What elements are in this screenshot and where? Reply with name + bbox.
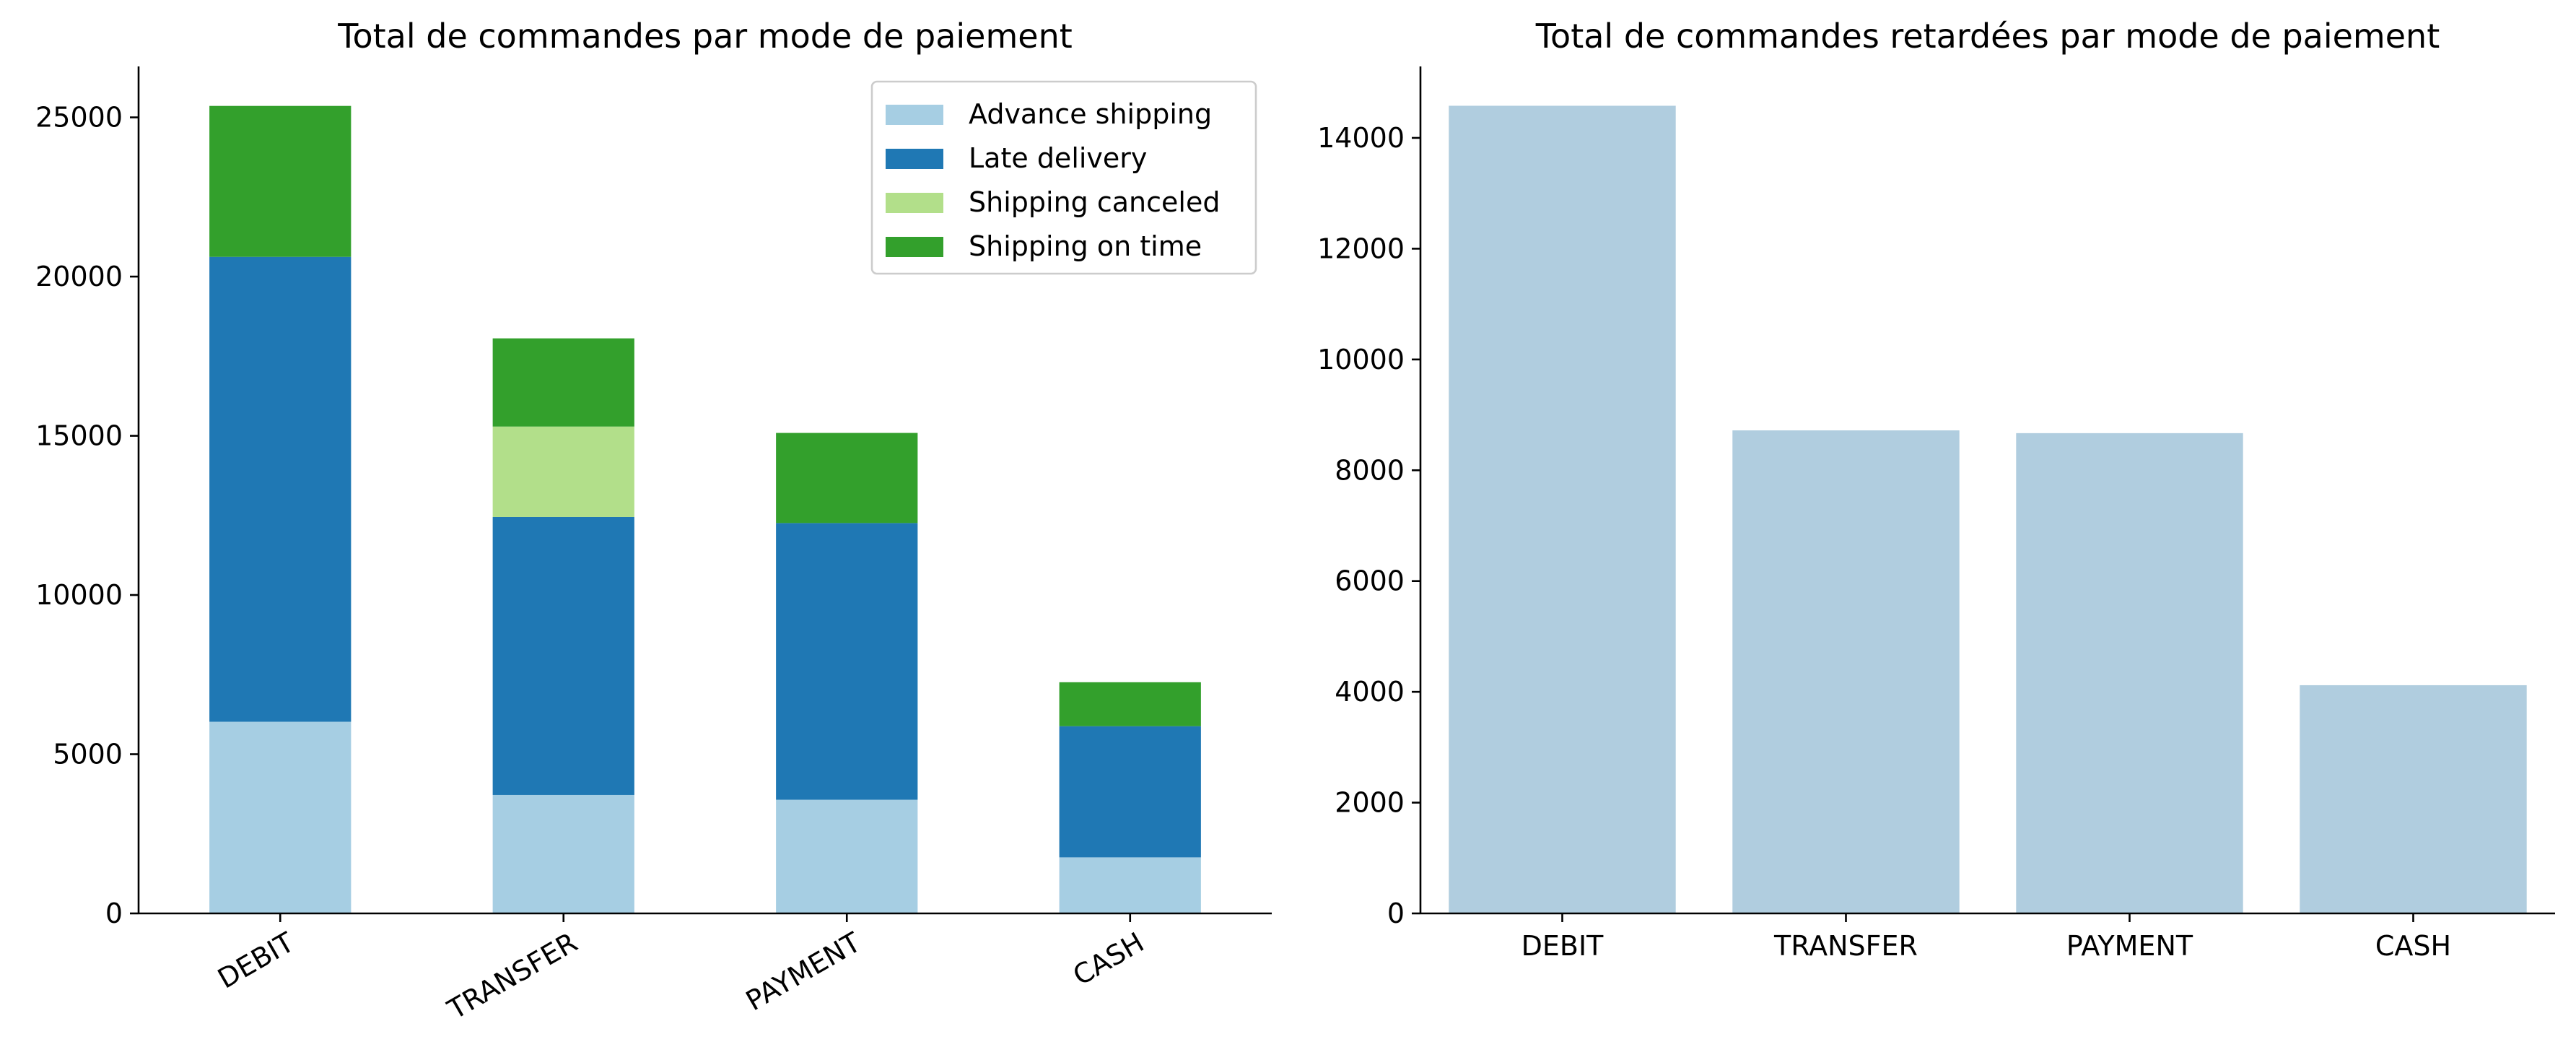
y-tick-label: 15000 [35, 420, 123, 452]
y-tick-label: 20000 [35, 261, 123, 292]
bar-transfer-advance-shipping [492, 794, 634, 913]
y-tick-label: 5000 [53, 739, 123, 770]
bar-payment-shipping-on-time [776, 433, 918, 524]
bar-transfer-shipping-on-time [492, 338, 634, 427]
bar-payment-late-delivery [776, 523, 918, 800]
legend-label-shipping-canceled: Shipping canceled [969, 186, 1220, 218]
legend-frame [870, 80, 1257, 275]
y-tick-label: 4000 [1335, 676, 1405, 708]
legend: Advance shipping Late delivery Shipping ca… [870, 80, 1257, 275]
bar-cash-shipping-on-time [1059, 682, 1201, 726]
bar-transfer-shipping-canceled [492, 426, 634, 517]
bar-payment [2016, 433, 2243, 913]
y-tick-label: 0 [1387, 898, 1405, 929]
legend-swatch-shipping-canceled [886, 193, 943, 213]
legend-swatch-late-delivery [886, 149, 943, 169]
chart-title: Total de commandes retardées par mode de… [1535, 17, 2440, 56]
legend-swatch-shipping-on-time [886, 237, 943, 257]
x-tick-label: TRANSFER [442, 926, 582, 1026]
x-tick-label: DEBIT [212, 926, 300, 994]
y-tick-label: 12000 [1317, 233, 1405, 264]
legend-swatch-advance-shipping [886, 105, 943, 125]
y-tick-label: 10000 [35, 579, 123, 611]
bar-debit [1449, 105, 1676, 913]
y-tick-label: 10000 [1317, 344, 1405, 375]
chart-stacked-orders-by-payment: Total de commandes par mode de paiement 0… [35, 17, 1272, 1026]
bar-debit-late-delivery [209, 256, 352, 722]
x-tick-label: PAYMENT [741, 926, 866, 1017]
bar-cash [2300, 685, 2527, 913]
x-tick-label: CASH [1067, 926, 1149, 992]
legend-label-advance-shipping: Advance shipping [969, 98, 1212, 130]
y-tick-label: 8000 [1335, 454, 1405, 486]
legend-label-late-delivery: Late delivery [969, 142, 1147, 174]
bar-debit-shipping-on-time [209, 105, 352, 257]
bar-payment-advance-shipping [776, 799, 918, 913]
y-tick-label: 6000 [1335, 565, 1405, 597]
legend-label-shipping-on-time: Shipping on time [969, 230, 1202, 262]
chart-title: Total de commandes par mode de paiement [337, 17, 1073, 56]
y-tick-label: 0 [105, 898, 123, 929]
bar-transfer [1732, 430, 1960, 913]
chart-delayed-orders-by-payment: Total de commandes retardées par mode de… [1317, 17, 2555, 962]
x-tick-label: CASH [2375, 930, 2451, 962]
bar-debit-advance-shipping [209, 721, 352, 913]
y-tick-label: 2000 [1335, 787, 1405, 819]
x-tick-label: TRANSFER [1773, 930, 1918, 962]
bar-transfer-late-delivery [492, 516, 634, 795]
bar-cash-advance-shipping [1059, 857, 1201, 913]
y-tick-label: 25000 [35, 102, 123, 134]
x-tick-label: PAYMENT [2066, 930, 2193, 962]
bar-cash-late-delivery [1059, 726, 1201, 858]
y-tick-label: 14000 [1317, 122, 1405, 154]
x-tick-label: DEBIT [1521, 930, 1604, 962]
